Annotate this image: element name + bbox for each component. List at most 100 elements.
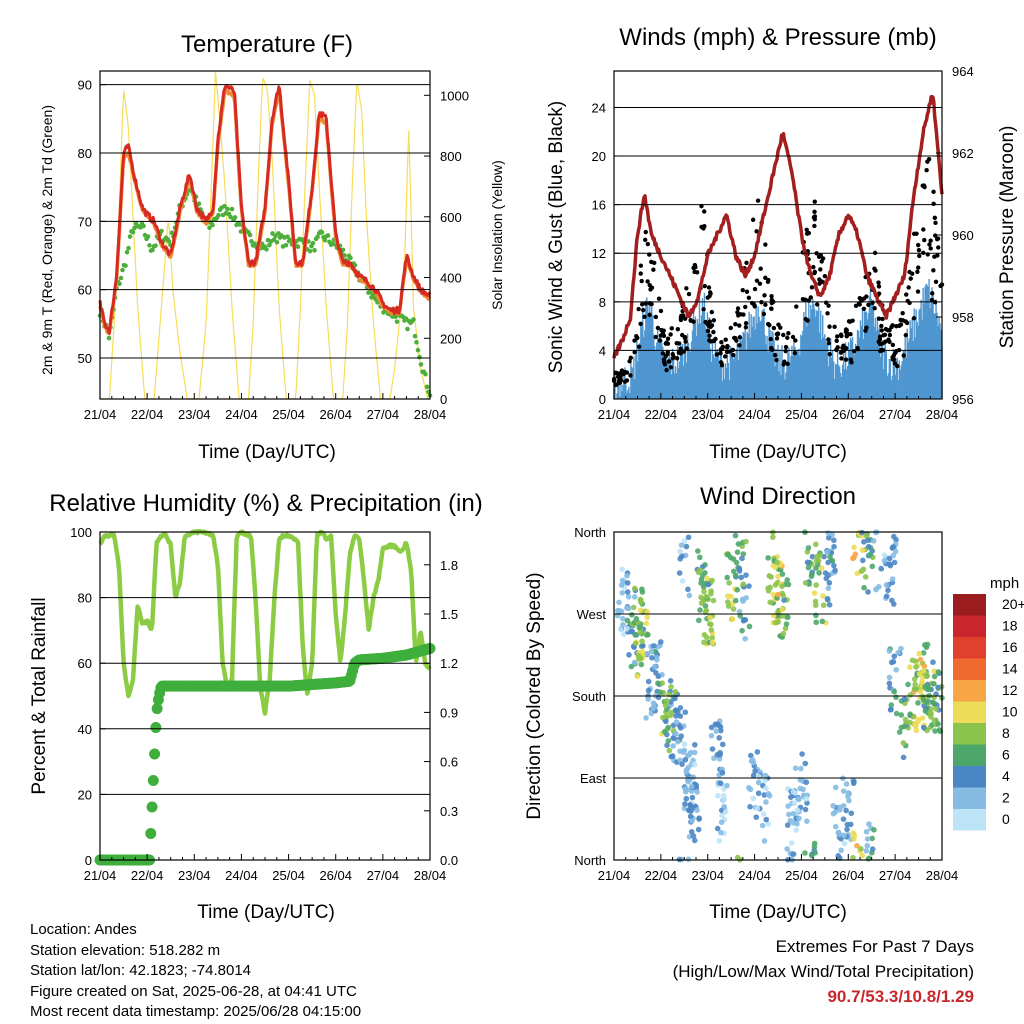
wind-gust-point xyxy=(877,334,883,339)
direction-point xyxy=(809,553,816,560)
direction-point xyxy=(824,595,831,602)
direction-point xyxy=(886,680,893,687)
station-info: Location: Andes Station elevation: 518.2… xyxy=(30,920,361,1023)
dewpoint-point xyxy=(118,275,124,281)
direction-point xyxy=(878,566,885,572)
wind-gust-point xyxy=(758,266,763,271)
dewpoint-point xyxy=(414,340,419,345)
precip-point xyxy=(150,722,162,734)
wind-gust-point xyxy=(709,309,715,315)
temp-ytick-label: 50 xyxy=(78,351,92,366)
temp-xlabel: Time (Day/UTC) xyxy=(198,442,336,463)
direction-point xyxy=(865,589,871,595)
dewpoint-point xyxy=(232,215,238,220)
direction-point xyxy=(858,568,865,574)
direction-point xyxy=(870,538,877,544)
direction-point xyxy=(920,696,927,703)
direction-point xyxy=(802,580,809,586)
direction-point xyxy=(675,709,681,715)
direction-point xyxy=(813,619,819,626)
direction-point xyxy=(762,772,769,779)
dewpoint-point xyxy=(106,335,112,341)
wind-gust-point xyxy=(701,307,706,312)
direction-point xyxy=(901,696,908,702)
wind-gust-point xyxy=(713,336,718,342)
direction-point xyxy=(683,795,690,802)
direction-point xyxy=(694,807,700,814)
direction-point xyxy=(655,680,661,686)
wind-gust-point xyxy=(639,278,644,284)
dewpoint-point xyxy=(312,248,317,253)
direction-point xyxy=(832,809,839,815)
direction-point xyxy=(664,698,670,704)
wind-ytick-label: 8 xyxy=(599,295,606,310)
direction-point xyxy=(616,599,622,606)
wind-gust-point xyxy=(743,320,749,326)
direction-point xyxy=(890,552,897,559)
wind-gust-point xyxy=(765,279,771,284)
direction-point xyxy=(802,850,808,856)
wind-ytick-label: 20 xyxy=(592,149,606,164)
direction-point xyxy=(655,694,662,701)
wind-gust-point xyxy=(702,283,707,289)
direction-point xyxy=(772,582,779,588)
direction-point xyxy=(860,557,866,564)
wind-gust-point xyxy=(900,318,906,323)
direction-point xyxy=(859,529,865,536)
dir-xtick-label: 22/04 xyxy=(645,868,678,883)
direction-point xyxy=(746,623,753,630)
wind-gust-point xyxy=(638,263,644,268)
direction-point xyxy=(802,806,809,813)
wind-gust-point xyxy=(746,295,752,301)
wind-gust-point xyxy=(657,338,663,343)
wind-gust-point xyxy=(834,338,839,344)
wind-gust-point xyxy=(783,344,789,350)
direction-point xyxy=(911,676,918,682)
direction-point xyxy=(930,659,936,666)
wind-gust-point xyxy=(928,246,933,251)
dewpoint-point xyxy=(147,243,152,248)
direction-point xyxy=(864,836,871,842)
temp-xtick-label: 21/04 xyxy=(84,407,117,422)
wind-gust-point xyxy=(769,293,774,299)
direction-point xyxy=(624,589,631,595)
direction-point xyxy=(643,620,650,627)
direction-point xyxy=(719,770,726,776)
rh-frame xyxy=(99,531,431,861)
dewpoint-point xyxy=(222,203,227,209)
direction-point xyxy=(661,728,668,735)
direction-point xyxy=(717,724,724,730)
direction-point xyxy=(734,549,741,555)
dewpoint-point xyxy=(405,326,410,332)
direction-point xyxy=(702,603,709,609)
wind-gust-point xyxy=(903,332,909,338)
wind-gust-point xyxy=(661,359,667,365)
direction-point xyxy=(640,642,646,649)
dewpoint-point xyxy=(295,244,301,250)
wind-gust-point xyxy=(638,271,643,276)
direction-point xyxy=(690,774,697,780)
wind-gust-point xyxy=(723,337,728,342)
direction-point xyxy=(808,573,815,580)
wind-gust-point xyxy=(808,295,813,300)
wind-gust-point xyxy=(652,260,657,266)
wind-gust-point xyxy=(636,306,641,312)
rh-ytick-label: 20 xyxy=(78,787,92,802)
direction-point xyxy=(917,656,924,663)
wind-gust-point xyxy=(639,302,645,307)
direction-point xyxy=(692,741,698,748)
direction-point xyxy=(817,552,823,559)
direction-point xyxy=(682,801,688,807)
created-text: Figure created on Sat, 2025-06-28, at 04… xyxy=(30,982,357,1000)
direction-point xyxy=(713,728,719,734)
wind-gust-point xyxy=(898,322,904,327)
wind-gust-point xyxy=(709,323,715,328)
dewpoint-point xyxy=(424,384,430,390)
dewpoint-point xyxy=(150,247,155,253)
wind-gust-point xyxy=(783,348,788,354)
wind-ytick-label: 4 xyxy=(599,343,606,358)
wind-gust-point xyxy=(935,236,941,241)
direction-point xyxy=(685,856,692,863)
direction-point xyxy=(645,678,652,685)
